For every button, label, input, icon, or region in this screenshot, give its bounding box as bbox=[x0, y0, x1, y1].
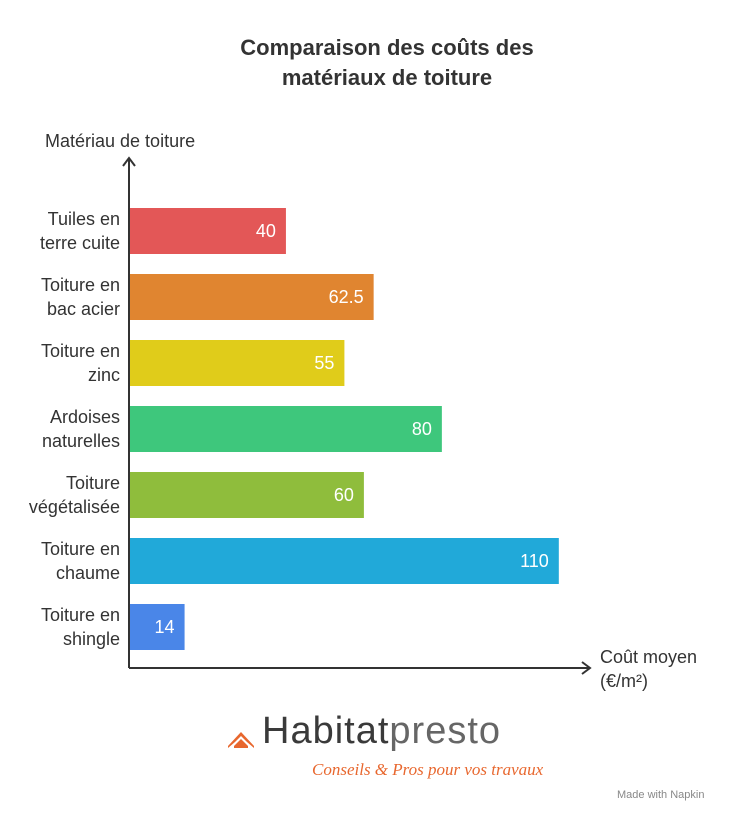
logo-icon bbox=[234, 739, 248, 748]
category-label: Toiture végétalisée bbox=[28, 473, 120, 517]
value-label: 60 bbox=[334, 485, 354, 505]
category-label: Ardoises naturelles bbox=[41, 407, 120, 451]
bar bbox=[130, 538, 559, 584]
tagline: Conseils & Pros pour vos travaux bbox=[312, 760, 544, 779]
logo: Habitatpresto bbox=[262, 710, 501, 753]
bar bbox=[130, 274, 374, 320]
category-label: Toiture en chaume bbox=[40, 539, 120, 583]
y-axis-label: Matériau de toiture bbox=[45, 131, 196, 151]
category-label: Toiture en shingle bbox=[40, 605, 120, 649]
logo-icon bbox=[228, 732, 254, 748]
value-label: 14 bbox=[155, 617, 175, 637]
value-label: 40 bbox=[256, 221, 276, 241]
value-label: 80 bbox=[412, 419, 432, 439]
x-axis-label: Coût moyen (€/m²) bbox=[600, 647, 698, 691]
chart-title: Comparaison des coûts des matériaux de t… bbox=[240, 35, 534, 90]
logo-text: presto bbox=[389, 710, 502, 752]
logo-text: Habitat bbox=[262, 710, 390, 752]
category-label: Tuiles en terre cuite bbox=[39, 209, 120, 253]
bar bbox=[130, 472, 364, 518]
y-axis-arrow bbox=[122, 156, 136, 167]
bar bbox=[130, 406, 442, 452]
value-label: 110 bbox=[520, 551, 549, 571]
bar bbox=[130, 208, 286, 254]
bar bbox=[130, 604, 185, 650]
category-label: Toiture en zinc bbox=[40, 341, 120, 385]
bar bbox=[130, 340, 345, 386]
value-label: 62.5 bbox=[329, 287, 364, 307]
credit: Made with Napkin bbox=[617, 789, 705, 801]
x-axis-arrow bbox=[581, 661, 592, 675]
category-label: Toiture en bac acier bbox=[40, 275, 120, 319]
value-label: 55 bbox=[314, 353, 334, 373]
